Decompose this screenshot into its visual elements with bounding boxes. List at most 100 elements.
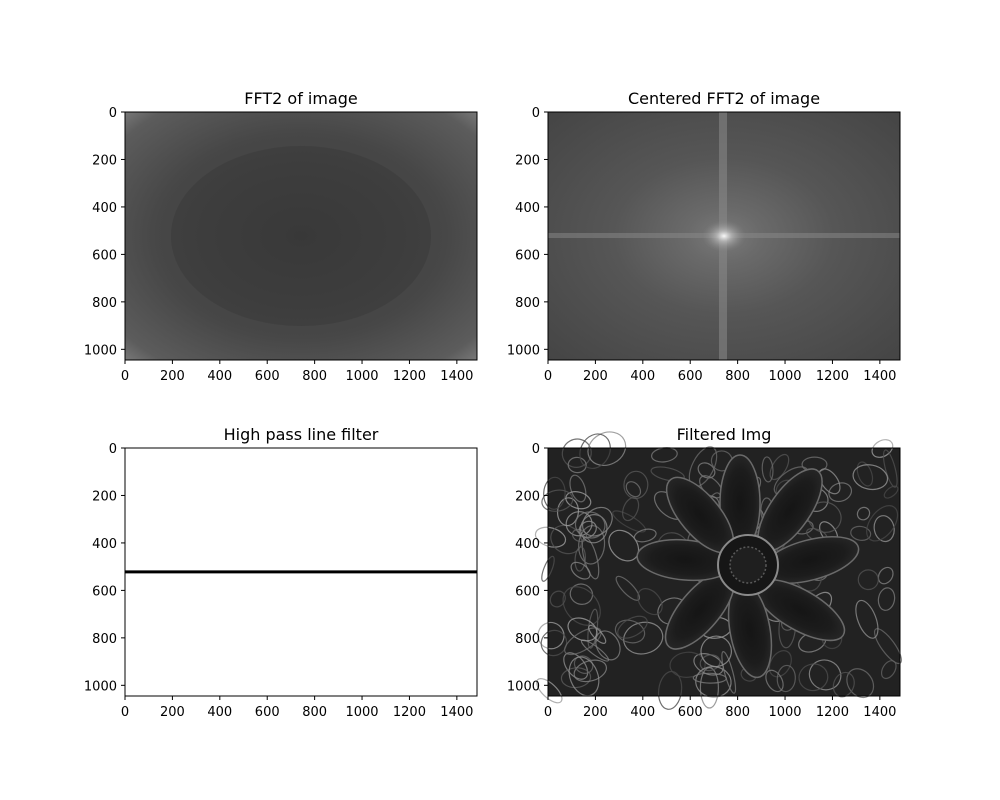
x-tick-label: 1400 xyxy=(440,705,473,720)
image-fft2 xyxy=(125,112,477,360)
edge-blob xyxy=(871,439,894,458)
edge-blob xyxy=(573,659,608,683)
y-tick-label: 600 xyxy=(515,248,540,263)
x-tick-label: 800 xyxy=(302,705,327,720)
x-tick-label: 200 xyxy=(583,705,608,720)
edge-blob xyxy=(574,511,606,539)
edge-blob xyxy=(699,654,721,672)
edge-blob xyxy=(612,510,647,533)
y-tick-label: 800 xyxy=(92,296,117,311)
y-tick-label: 800 xyxy=(515,296,540,311)
axes-frame xyxy=(124,111,478,361)
edge-blob xyxy=(700,635,733,668)
axes-frame xyxy=(124,447,478,697)
y-axis: 0 200 400 600 800 1000 xyxy=(507,106,548,358)
x-axis: 0 200 400 600 800 1000 1200 1400 xyxy=(544,360,896,384)
edge-blob xyxy=(623,470,649,500)
edge-blob xyxy=(852,464,889,491)
edge-blob xyxy=(588,624,607,644)
y-axis: 0 200 400 600 800 1000 xyxy=(84,106,125,358)
edge-blob xyxy=(570,561,591,580)
x-tick-label: 400 xyxy=(207,369,232,384)
filter-line xyxy=(125,570,477,574)
edge-blob xyxy=(578,525,606,565)
edge-blob xyxy=(623,621,664,655)
edge-blob xyxy=(541,489,574,512)
edge-blob xyxy=(567,617,598,642)
edge-blob xyxy=(761,456,774,483)
x-axis: 0 200 400 600 800 1000 1200 1400 xyxy=(121,696,473,720)
y-tick-label: 800 xyxy=(515,632,540,647)
y-tick-label: 1000 xyxy=(84,343,117,358)
edge-blob xyxy=(856,461,874,487)
edge-blob xyxy=(580,514,608,544)
y-tick-label: 200 xyxy=(92,153,117,168)
edge-blob xyxy=(768,650,792,678)
y-tick-label: 1000 xyxy=(84,679,117,694)
y-tick-label: 200 xyxy=(515,153,540,168)
edge-blob xyxy=(828,482,853,503)
edge-blob xyxy=(808,659,842,691)
x-tick-label: 200 xyxy=(160,705,185,720)
edge-blob xyxy=(564,627,602,656)
edge-blob xyxy=(699,666,720,709)
x-tick-label: 1200 xyxy=(816,705,849,720)
x-tick-label: 1200 xyxy=(393,369,426,384)
x-tick-label: 600 xyxy=(678,369,703,384)
image-filter xyxy=(125,448,477,696)
x-tick-label: 0 xyxy=(121,705,129,720)
y-tick-label: 0 xyxy=(109,106,117,121)
x-tick-label: 1000 xyxy=(345,705,378,720)
edge-blob xyxy=(536,678,563,704)
edge-blob xyxy=(565,491,592,510)
y-tick-label: 600 xyxy=(92,248,117,263)
y-tick-label: 400 xyxy=(515,537,540,552)
edge-blob xyxy=(608,529,640,562)
edge-blob xyxy=(721,651,737,694)
edge-blob xyxy=(562,586,601,626)
edge-blob xyxy=(574,546,586,572)
x-tick-label: 200 xyxy=(583,369,608,384)
panel-title: Centered FFT2 of image xyxy=(628,89,820,108)
panel-high-pass-filter: High pass line filter 0 200 400 600 800 1000 1… xyxy=(84,425,478,720)
x-tick-label: 0 xyxy=(544,705,552,720)
edge-blob xyxy=(569,474,587,503)
x-tick-label: 1400 xyxy=(863,705,896,720)
y-tick-label: 0 xyxy=(109,442,117,457)
edge-blob xyxy=(765,669,784,693)
edge-blob xyxy=(568,656,600,697)
x-axis: 0 200 400 600 800 1000 1200 1400 xyxy=(121,360,473,384)
x-tick-label: 1000 xyxy=(768,705,801,720)
x-axis: 0 200 400 600 800 1000 1200 1400 xyxy=(544,696,896,720)
edge-blob xyxy=(543,476,566,510)
y-tick-label: 0 xyxy=(532,106,540,121)
edge-blob xyxy=(857,569,879,591)
x-tick-label: 0 xyxy=(544,369,552,384)
x-tick-label: 600 xyxy=(255,369,280,384)
y-tick-label: 400 xyxy=(515,201,540,216)
edge-blob xyxy=(617,615,648,639)
edge-blob xyxy=(567,456,587,474)
edge-blob xyxy=(650,466,685,482)
x-tick-label: 800 xyxy=(302,369,327,384)
edge-blob xyxy=(883,485,899,499)
axes-frame xyxy=(547,447,901,697)
edge-blob xyxy=(882,449,898,488)
x-tick-label: 400 xyxy=(630,705,655,720)
x-tick-label: 600 xyxy=(678,705,703,720)
y-tick-label: 1000 xyxy=(507,679,540,694)
panel-title: FFT2 of image xyxy=(244,89,358,108)
x-tick-label: 1000 xyxy=(345,369,378,384)
x-tick-label: 0 xyxy=(121,369,129,384)
edge-blob xyxy=(569,583,594,605)
edge-blob xyxy=(633,528,657,543)
edge-blob xyxy=(856,506,871,521)
edge-blob xyxy=(549,590,566,608)
edge-blob xyxy=(614,619,646,644)
edge-blob xyxy=(625,481,642,498)
flower-shape xyxy=(636,454,860,679)
x-tick-label: 1400 xyxy=(440,369,473,384)
edge-blob xyxy=(850,525,872,541)
edge-blob xyxy=(877,566,894,585)
